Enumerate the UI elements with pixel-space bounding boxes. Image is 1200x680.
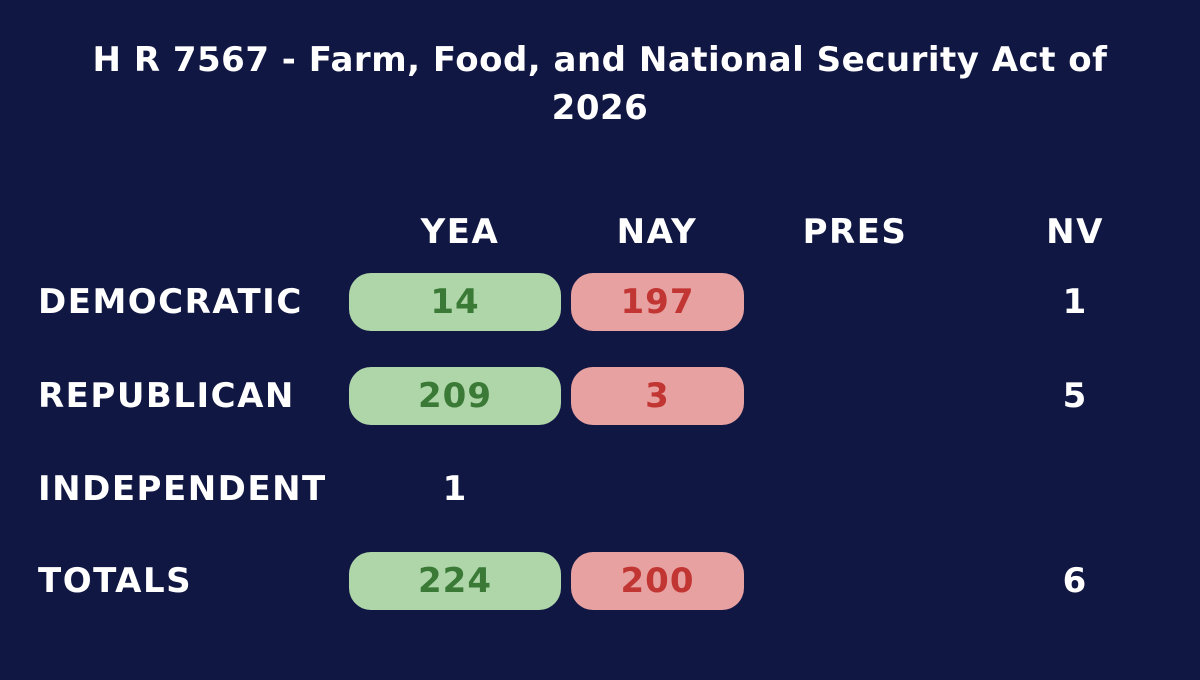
column-header-nv: NV bbox=[1046, 212, 1104, 252]
republican-yea-count: 209 bbox=[349, 367, 561, 425]
vote-title: H R 7567 - Farm, Food, and National Secu… bbox=[92, 40, 1108, 128]
row-label-republican: REPUBLICAN bbox=[38, 376, 295, 416]
column-header-yea: YEA bbox=[420, 212, 500, 252]
totals-yea-count: 224 bbox=[349, 552, 561, 610]
totals-nay-count: 200 bbox=[571, 552, 744, 610]
republican-nv-count: 5 bbox=[1062, 376, 1088, 416]
column-header-pres: PRES bbox=[802, 212, 908, 252]
column-header-nay: NAY bbox=[616, 212, 698, 252]
row-label-totals: TOTALS bbox=[38, 561, 193, 601]
independent-yea-count: 1 bbox=[442, 469, 468, 509]
row-label-independent: INDEPENDENT bbox=[38, 469, 327, 509]
democratic-nay-count: 197 bbox=[571, 273, 744, 331]
row-label-democratic: DEMOCRATIC bbox=[38, 282, 303, 322]
democratic-yea-count: 14 bbox=[349, 273, 561, 331]
republican-nay-count: 3 bbox=[571, 367, 744, 425]
totals-nv-count: 6 bbox=[1062, 561, 1088, 601]
democratic-nv-count: 1 bbox=[1062, 282, 1088, 322]
